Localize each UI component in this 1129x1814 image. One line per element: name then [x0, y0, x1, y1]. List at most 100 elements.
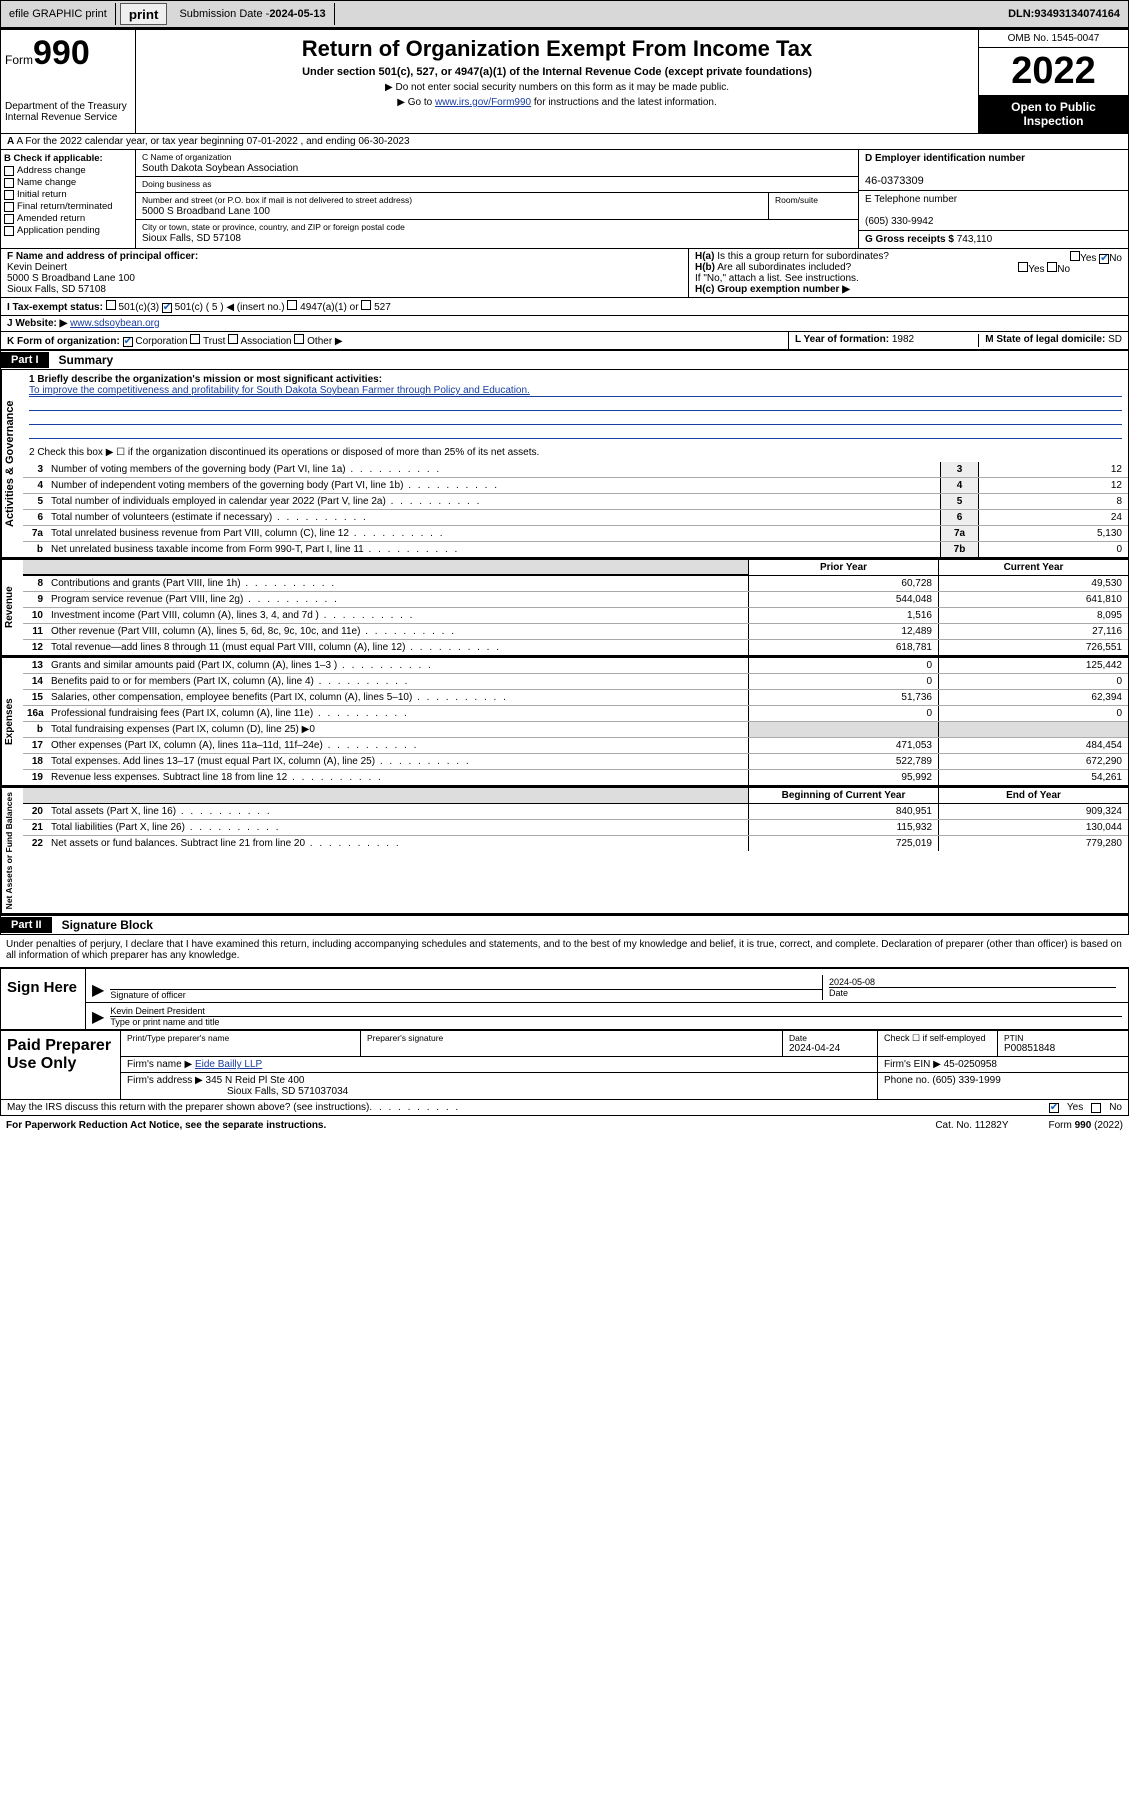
prep-date: 2024-04-24 [789, 1043, 840, 1054]
form-number: 990 [33, 34, 90, 72]
city-state-zip: Sioux Falls, SD 57108 [142, 233, 241, 244]
principal-officer: F Name and address of principal officer:… [1, 249, 688, 297]
dba-label: Doing business as [142, 179, 211, 189]
part-1-header: Part I Summary [0, 351, 1129, 370]
cb-initial-return[interactable]: Initial return [4, 189, 132, 200]
firm-name[interactable]: Eide Bailly LLP [195, 1059, 262, 1070]
revenue-line: 8Contributions and grants (Part VIII, li… [23, 576, 1128, 592]
ein-label: D Employer identification number [865, 153, 1025, 164]
sig-officer-row: ▶ Signature of officer 2024-05-08 Date [86, 969, 1128, 1003]
room-suite: Room/suite [768, 193, 858, 219]
expense-line: 18Total expenses. Add lines 13–17 (must … [23, 754, 1128, 770]
part-1-label: Part I [1, 352, 49, 368]
street-address: 5000 S Broadband Lane 100 [142, 206, 270, 217]
signature-block: Sign Here ▶ Signature of officer 2024-05… [0, 967, 1129, 1100]
cat-no: Cat. No. 11282Y [935, 1120, 1008, 1131]
form-number-block: Form990 Department of the Treasury Inter… [1, 30, 136, 133]
expense-line: 14Benefits paid to or for members (Part … [23, 674, 1128, 690]
fin-header-revenue: Prior Year Current Year [23, 560, 1128, 576]
row-j: J Website: ▶ www.sdsoybean.org [0, 316, 1129, 332]
mission-text[interactable]: To improve the competitiveness and profi… [29, 385, 530, 396]
entity-right: D Employer identification number 46-0373… [858, 150, 1128, 248]
self-employed-check[interactable]: Check ☐ if self-employed [878, 1031, 998, 1056]
website-link[interactable]: www.sdsoybean.org [70, 318, 160, 329]
c-label: C Name of organization [142, 152, 231, 162]
col-eoy: End of Year [938, 788, 1128, 803]
part-2-title: Signature Block [52, 916, 163, 934]
cb-amended[interactable]: Amended return [4, 213, 132, 224]
sidelabel-revenue: Revenue [1, 560, 23, 655]
gov-line: 4Number of independent voting members of… [23, 478, 1128, 494]
fin-header-netassets: Beginning of Current Year End of Year [23, 788, 1128, 804]
form-year-block: OMB No. 1545-0047 2022 Open to Public In… [978, 30, 1128, 133]
col-prior-year: Prior Year [748, 560, 938, 575]
efile-label: efile GRAPHIC print [1, 3, 116, 25]
sidelabel-expenses: Expenses [1, 658, 23, 785]
col-current-year: Current Year [938, 560, 1128, 575]
org-name: South Dakota Soybean Association [142, 163, 298, 174]
dln: DLN: 93493134074164 [1000, 3, 1128, 25]
paid-preparer-block: Paid Preparer Use Only Print/Type prepar… [1, 1029, 1128, 1099]
cb-name-change[interactable]: Name change [4, 177, 132, 188]
row-a-tax-year: A A For the 2022 calendar year, or tax y… [0, 134, 1129, 150]
cb-address-change[interactable]: Address change [4, 165, 132, 176]
sig-name-row: ▶ Kevin Deinert President Type or print … [86, 1003, 1128, 1029]
city-label: City or town, state or province, country… [142, 222, 405, 232]
year-formation: 1982 [892, 334, 914, 345]
gross-receipts: 743,110 [957, 234, 992, 245]
form-title: Return of Organization Exempt From Incom… [142, 36, 972, 62]
mission-body: 1 Briefly describe the organization's mi… [23, 370, 1128, 462]
omb-number: OMB No. 1545-0047 [979, 30, 1128, 48]
firm-address-2: Sioux Falls, SD 571037034 [227, 1086, 348, 1097]
expense-line: bTotal fundraising expenses (Part IX, co… [23, 722, 1128, 738]
gross-label: G Gross receipts $ [865, 234, 957, 245]
bottom-note: For Paperwork Reduction Act Notice, see … [0, 1116, 1129, 1135]
state-domicile: SD [1108, 334, 1122, 345]
check-b-label: B Check if applicable: [4, 153, 103, 164]
irs-discuss-row: May the IRS discuss this return with the… [0, 1100, 1129, 1116]
hc-label: H(c) Group exemption number ▶ [695, 284, 850, 295]
sidelabel-activities: Activities & Governance [1, 370, 23, 557]
form-title-block: Return of Organization Exempt From Incom… [136, 30, 978, 133]
form-note-1: ▶ Do not enter social security numbers o… [142, 82, 972, 93]
open-to-public: Open to Public Inspection [979, 95, 1128, 133]
gov-line: 7aTotal unrelated business revenue from … [23, 526, 1128, 542]
revenue-line: 9Program service revenue (Part VIII, lin… [23, 592, 1128, 608]
activities-governance: Activities & Governance 1 Briefly descri… [0, 370, 1129, 558]
gov-lines: 3Number of voting members of the governi… [23, 462, 1128, 557]
submission-date: Submission Date - 2024-05-13 [171, 3, 334, 25]
part-2-label: Part II [1, 917, 52, 933]
irs-link[interactable]: www.irs.gov/Form990 [435, 97, 531, 108]
sign-here-label: Sign Here [1, 969, 86, 1029]
line-2: 2 Check this box ▶ ☐ if the organization… [29, 447, 1122, 458]
h-block: H(a) Is this a group return for subordin… [688, 249, 1128, 297]
gov-line: 5Total number of individuals employed in… [23, 494, 1128, 510]
dept-treasury: Department of the Treasury Internal Reve… [5, 101, 131, 123]
firm-phone: (605) 339-1999 [932, 1075, 1000, 1086]
cb-discuss-yes[interactable] [1049, 1103, 1059, 1113]
form-subtitle: Under section 501(c), 527, or 4947(a)(1)… [142, 66, 972, 78]
expense-line: 16aProfessional fundraising fees (Part I… [23, 706, 1128, 722]
entity-mid: C Name of organization South Dakota Soyb… [136, 150, 858, 248]
ein-value: 46-0373309 [865, 175, 924, 187]
firm-address: 345 N Reid Pl Ste 400 [206, 1075, 305, 1086]
phone-value: (605) 330-9942 [865, 216, 933, 227]
cb-app-pending[interactable]: Application pending [4, 225, 132, 236]
revenue-line: 12Total revenue—add lines 8 through 11 (… [23, 640, 1128, 655]
firm-ein: 45-0250958 [944, 1059, 997, 1070]
tax-year: 2022 [979, 48, 1128, 95]
netassets-line: 22Net assets or fund balances. Subtract … [23, 836, 1128, 851]
efile-topbar: efile GRAPHIC print print Submission Dat… [0, 0, 1129, 28]
paid-preparer-label: Paid Preparer Use Only [1, 1031, 121, 1099]
netassets-block: Net Assets or Fund Balances Beginning of… [0, 786, 1129, 914]
revenue-block: Revenue Prior Year Current Year 8Contrib… [0, 558, 1129, 656]
expenses-block: Expenses 13Grants and similar amounts pa… [0, 656, 1129, 786]
netassets-line: 20Total assets (Part X, line 16)840,9519… [23, 804, 1128, 820]
gov-line: 6Total number of volunteers (estimate if… [23, 510, 1128, 526]
expense-line: 15Salaries, other compensation, employee… [23, 690, 1128, 706]
print-button[interactable]: print [120, 3, 168, 25]
ptin: P00851848 [1004, 1043, 1055, 1054]
cb-final-return[interactable]: Final return/terminated [4, 201, 132, 212]
part-2-header: Part II Signature Block [0, 914, 1129, 935]
cb-discuss-no[interactable] [1091, 1103, 1101, 1113]
